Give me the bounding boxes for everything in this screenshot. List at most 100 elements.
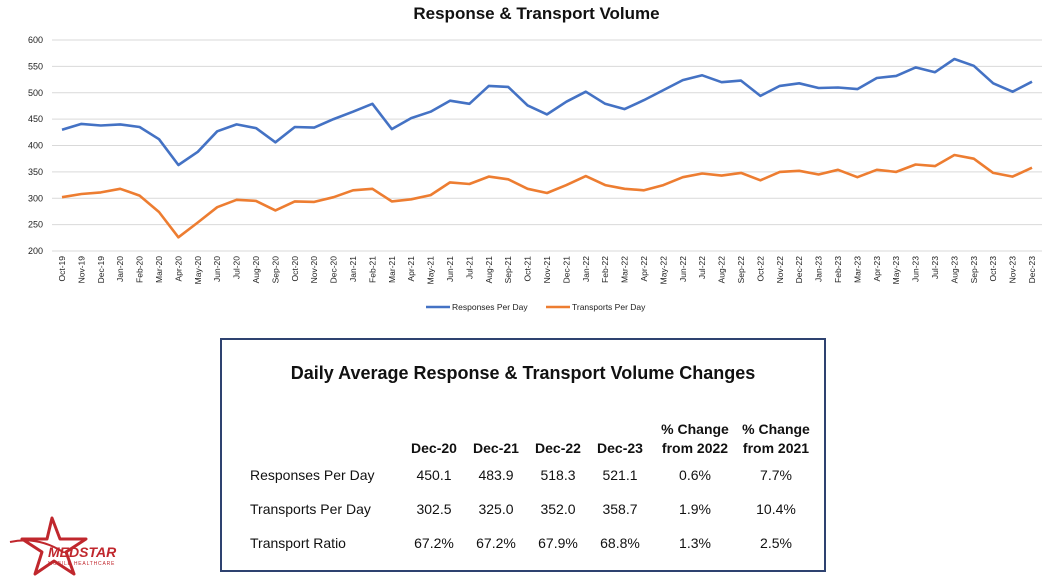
x-tick-label: Dec-21 (561, 256, 571, 284)
table-cell: 10.4% (756, 501, 796, 517)
table-header-blank (250, 402, 403, 458)
x-tick-label: Oct-23 (988, 256, 998, 282)
line-chart: 200 250 300 350 400 450 500 550 600 Oct-19 Nov-19… (28, 35, 1042, 312)
x-tick-label: Jul-22 (697, 256, 707, 279)
logo-star-icon (20, 516, 88, 576)
x-tick-label: Apr-21 (406, 256, 416, 282)
table-cell: 1.3% (679, 535, 711, 551)
logo-wordmark: MEDSTAR (48, 544, 117, 560)
x-tick-label: Sep-20 (270, 256, 280, 284)
x-tick-label: Aug-21 (484, 256, 494, 284)
x-tick-label: Mar-22 (620, 256, 630, 283)
x-tick-label: Jun-21 (445, 256, 455, 282)
chart-title: Response & Transport Volume (413, 4, 660, 23)
x-tick-label: Aug-20 (251, 256, 261, 284)
table-cell: 358.7 (602, 501, 638, 517)
table-cell: 67.9% (538, 535, 578, 551)
x-tick-label: May-23 (891, 256, 901, 285)
table-cell: 0.6% (679, 467, 711, 483)
table-row: Transport Ratio 67.2% 67.2% 67.9% 68.8% … (250, 526, 813, 560)
y-tick-label: 550 (28, 61, 43, 71)
chart-gridlines (52, 39, 1042, 252)
x-tick-label: Feb-23 (833, 256, 843, 283)
x-tick-label: Nov-22 (775, 256, 785, 284)
x-tick-label: May-21 (426, 256, 436, 285)
chart-legend: Responses Per Day Transports Per Day (426, 302, 646, 312)
series-line (61, 57, 1033, 167)
x-tick-label: Sep-22 (736, 256, 746, 284)
x-tick-label: Dec-20 (329, 256, 339, 284)
summary-title: Daily Average Response & Transport Volum… (290, 363, 756, 383)
x-tick-label: Mar-23 (852, 256, 862, 283)
x-tick-label: Jan-22 (581, 256, 591, 282)
table-header-cell: Dec-23 (597, 440, 643, 456)
y-axis-tick-labels: 200 250 300 350 400 450 500 550 600 (28, 35, 43, 256)
x-tick-label: Mar-20 (154, 256, 164, 283)
table-cell: 68.8% (600, 535, 640, 551)
x-tick-label: Oct-20 (290, 256, 300, 282)
x-tick-label: Nov-23 (1008, 256, 1018, 284)
y-tick-label: 300 (28, 193, 43, 203)
table-cell: 450.1 (416, 467, 452, 483)
summary-table: Dec-20 Dec-21 Dec-22 Dec-23 % Change fro… (250, 402, 813, 560)
table-header-cell: Dec-21 (473, 440, 519, 456)
x-tick-label: May-20 (193, 256, 203, 285)
legend-label: Responses Per Day (452, 302, 528, 312)
x-tick-label: Feb-22 (600, 256, 610, 283)
x-tick-label: Jan-21 (348, 256, 358, 282)
table-row: Responses Per Day 450.1 483.9 518.3 521.… (250, 458, 813, 492)
x-tick-label: Dec-22 (794, 256, 804, 284)
y-tick-label: 350 (28, 167, 43, 177)
row-label: Transports Per Day (250, 501, 371, 517)
x-tick-label: Mar-21 (387, 256, 397, 283)
x-tick-label: Jul-21 (464, 256, 474, 279)
x-tick-label: Feb-21 (367, 256, 377, 283)
x-tick-label: Apr-22 (639, 256, 649, 282)
table-header-cell: % Change from 2021 (742, 421, 810, 456)
chart-series (61, 57, 1033, 239)
x-tick-label: Apr-23 (872, 256, 882, 282)
row-label: Responses Per Day (250, 467, 375, 483)
table-cell: 1.9% (679, 501, 711, 517)
table-cell: 483.9 (478, 467, 514, 483)
table-header-cell: % Change from 2022 (661, 421, 729, 456)
y-tick-label: 450 (28, 114, 43, 124)
y-tick-label: 600 (28, 35, 43, 45)
x-tick-label: Nov-21 (542, 256, 552, 284)
x-tick-label: Oct-22 (755, 256, 765, 282)
table-header-cell: Dec-22 (535, 440, 581, 456)
table-cell: 352.0 (540, 501, 576, 517)
table-cell: 7.7% (760, 467, 792, 483)
x-tick-label: Sep-21 (503, 256, 513, 284)
x-tick-label: Jun-22 (678, 256, 688, 282)
table-header-row: Dec-20 Dec-21 Dec-22 Dec-23 % Change fro… (250, 402, 813, 458)
x-axis-tick-labels: Oct-19 Nov-19 Dec-19 Jan-20 Feb-20 Mar-20 Apr-… (57, 256, 1037, 285)
x-tick-label: Jul-20 (232, 256, 242, 279)
table-cell: 521.1 (602, 467, 638, 483)
x-tick-label: Oct-19 (57, 256, 67, 282)
y-tick-label: 250 (28, 220, 43, 230)
logo-tagline: MOBILE HEALTHCARE (48, 561, 115, 567)
x-tick-label: Jan-23 (814, 256, 824, 282)
x-tick-label: May-22 (658, 256, 668, 285)
x-tick-label: Jun-20 (212, 256, 222, 282)
table-row: Transports Per Day 302.5 325.0 352.0 358… (250, 492, 813, 526)
x-tick-label: Feb-20 (135, 256, 145, 283)
x-tick-label: Jun-23 (911, 256, 921, 282)
x-tick-label: Dec-23 (1027, 256, 1037, 284)
y-tick-label: 200 (28, 246, 43, 256)
table-cell: 67.2% (414, 535, 454, 551)
x-tick-label: Aug-22 (717, 256, 727, 284)
table-cell: 67.2% (476, 535, 516, 551)
table-cell: 302.5 (416, 501, 452, 517)
table-cell: 325.0 (478, 501, 514, 517)
summary-panel: Daily Average Response & Transport Volum… (220, 338, 826, 572)
x-tick-label: Jan-20 (115, 256, 125, 282)
y-tick-label: 400 (28, 141, 43, 151)
series-line (61, 153, 1033, 239)
x-tick-label: Dec-19 (96, 256, 106, 284)
x-tick-label: Sep-23 (969, 256, 979, 284)
table-cell: 518.3 (540, 467, 576, 483)
legend-label: Transports Per Day (572, 302, 646, 312)
x-tick-label: Aug-23 (949, 256, 959, 284)
